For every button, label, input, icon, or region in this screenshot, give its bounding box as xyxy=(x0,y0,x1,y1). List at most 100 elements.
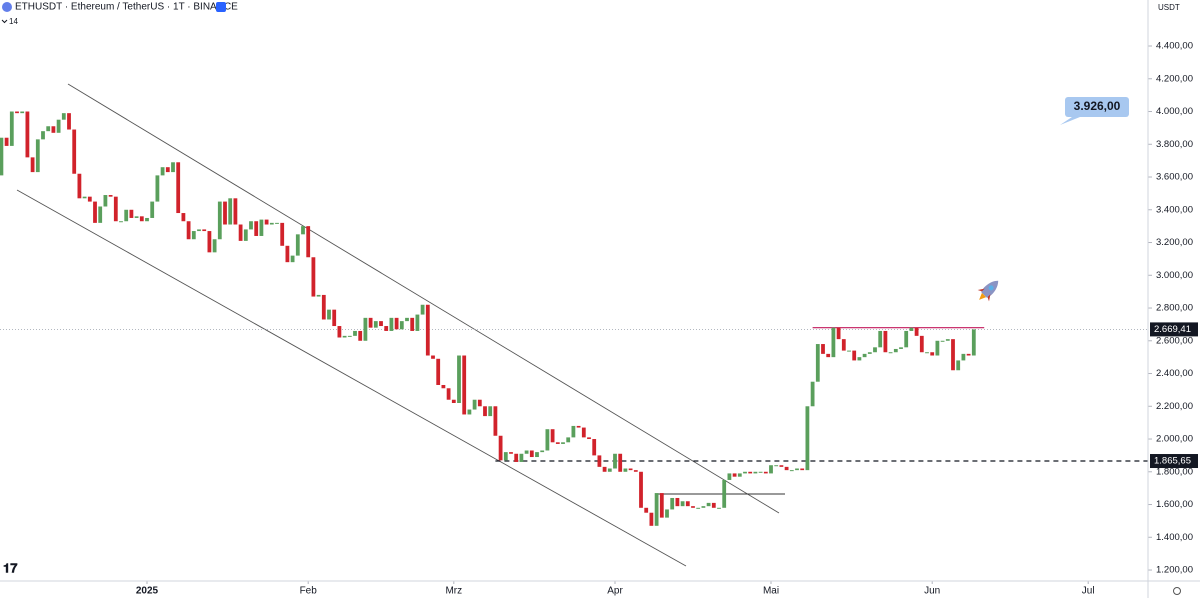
currency-label: USDT xyxy=(1158,3,1180,12)
candle xyxy=(561,442,565,444)
candle xyxy=(519,453,524,462)
candle xyxy=(935,340,940,356)
candle xyxy=(233,198,238,225)
settings-icon xyxy=(1173,587,1181,595)
candle xyxy=(649,512,654,526)
last-price-box xyxy=(1150,322,1198,337)
candle xyxy=(441,384,446,389)
candle xyxy=(789,470,794,472)
candle xyxy=(316,294,321,297)
channel-upper xyxy=(67,83,780,514)
candle xyxy=(680,501,685,507)
candle xyxy=(290,255,295,263)
candle xyxy=(961,353,966,361)
candle xyxy=(373,321,378,328)
logo: 𝟏𝟕 xyxy=(3,560,18,575)
candle xyxy=(20,111,25,114)
candle xyxy=(503,452,508,461)
candle xyxy=(197,229,201,232)
indicator-label: 14 xyxy=(9,17,18,26)
candle xyxy=(706,502,711,507)
candle xyxy=(223,201,227,225)
candle xyxy=(254,221,259,236)
candle xyxy=(202,229,207,232)
candle xyxy=(654,493,659,526)
candle xyxy=(571,425,576,438)
candle xyxy=(971,329,976,356)
candle xyxy=(805,406,810,471)
candle xyxy=(191,231,196,240)
candle xyxy=(301,226,305,235)
candle xyxy=(753,471,758,474)
candle xyxy=(41,131,45,140)
candle xyxy=(613,453,617,469)
support-box xyxy=(1150,454,1198,469)
candle xyxy=(836,327,841,340)
y-tick-label: 1.600,00 xyxy=(1156,499,1193,510)
candle xyxy=(670,497,675,510)
candle xyxy=(628,468,633,471)
candle xyxy=(332,309,337,327)
candle xyxy=(597,455,602,467)
candle xyxy=(535,452,539,458)
candle xyxy=(587,437,591,440)
candle xyxy=(795,468,799,471)
candle xyxy=(883,330,888,353)
y-tick-label: 4.000,00 xyxy=(1156,106,1193,117)
candle xyxy=(899,347,903,349)
candle xyxy=(540,450,545,453)
candle xyxy=(150,201,155,218)
callout-tail xyxy=(1060,117,1080,125)
candle xyxy=(675,497,680,507)
candle xyxy=(779,465,784,467)
candle xyxy=(113,196,118,222)
candle xyxy=(919,335,924,353)
y-tick-label: 3.800,00 xyxy=(1156,139,1193,150)
candle xyxy=(124,209,129,222)
candle xyxy=(420,304,425,315)
candle xyxy=(555,442,560,444)
candle xyxy=(909,327,914,331)
x-tick-label: Jul xyxy=(1082,586,1095,597)
candle xyxy=(727,473,732,480)
candle xyxy=(399,321,404,330)
x-tick-label: Feb xyxy=(300,586,318,597)
candle xyxy=(701,506,706,508)
candle xyxy=(847,350,851,352)
candle xyxy=(581,427,586,438)
candle xyxy=(82,196,87,199)
candle xyxy=(139,216,144,222)
last-price-label: 2.669,41 xyxy=(1154,324,1191,335)
candle xyxy=(4,137,9,146)
candle xyxy=(498,435,503,461)
candle xyxy=(259,219,264,236)
candle xyxy=(717,507,721,509)
candle xyxy=(35,139,40,173)
y-tick-label: 2.800,00 xyxy=(1156,303,1193,314)
candle xyxy=(145,217,149,222)
candle xyxy=(25,111,30,158)
rocket-icon xyxy=(977,280,999,302)
candle xyxy=(358,330,363,341)
candle xyxy=(295,234,300,256)
candle xyxy=(275,222,279,224)
candle xyxy=(945,339,950,341)
candle xyxy=(280,222,285,246)
candle xyxy=(337,326,342,338)
candle xyxy=(878,330,883,348)
coin-icon xyxy=(2,2,12,12)
candle xyxy=(176,162,181,214)
chart-title: ETHUSDT · Ethereum / TetherUS · 1T · BIN… xyxy=(15,2,238,13)
candle xyxy=(524,450,529,454)
candle xyxy=(592,439,597,456)
candle xyxy=(77,173,82,199)
y-tick-label: 2.600,00 xyxy=(1156,335,1193,346)
candle xyxy=(763,471,768,474)
candle xyxy=(134,216,139,218)
candle xyxy=(217,201,222,240)
candle xyxy=(72,129,77,174)
candle xyxy=(758,471,763,473)
candle xyxy=(384,326,389,331)
candle xyxy=(550,429,555,443)
